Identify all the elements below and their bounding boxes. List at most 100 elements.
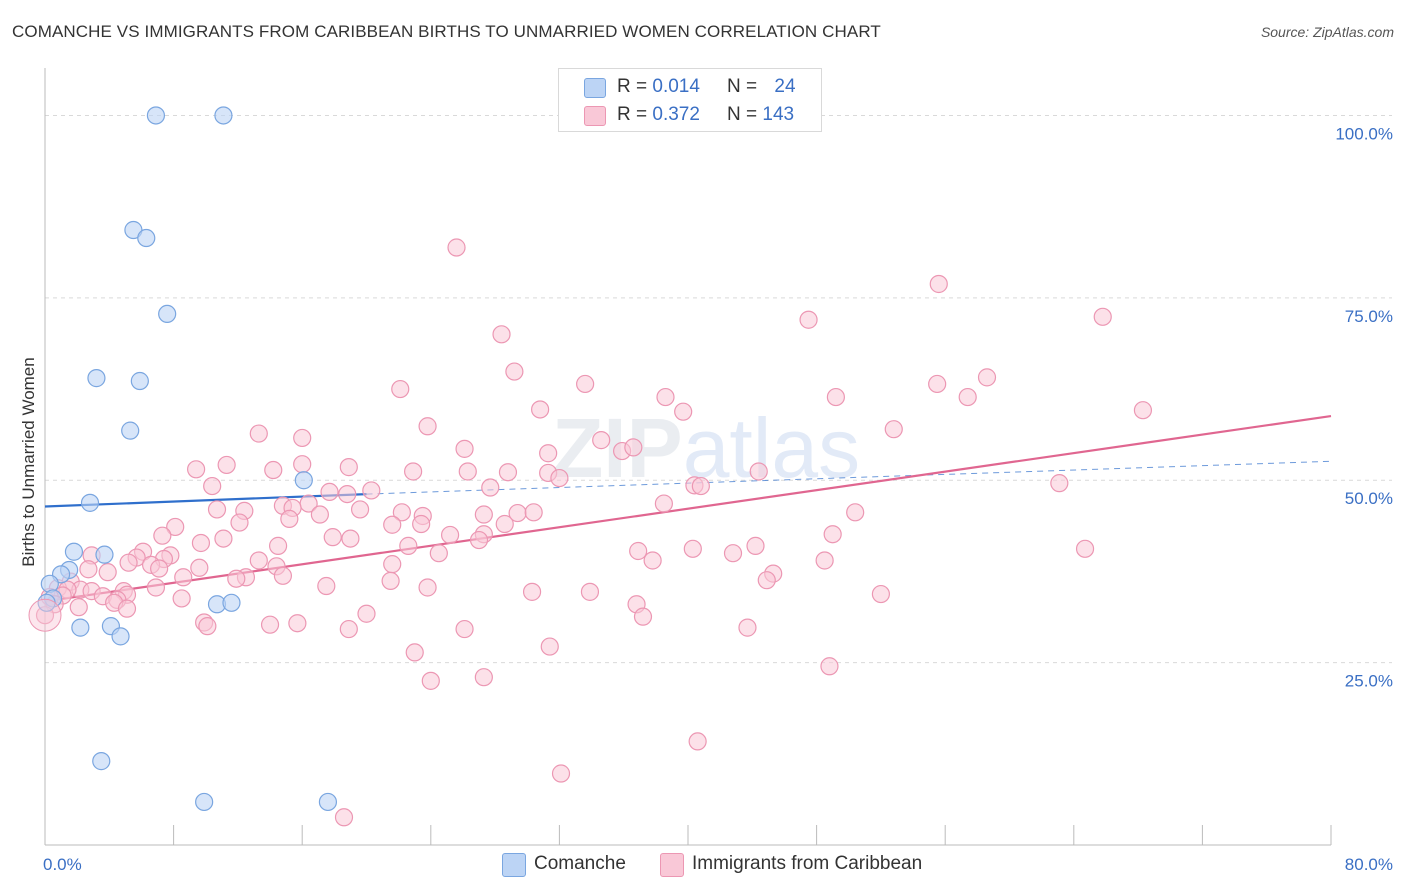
caribbean-point: [823, 525, 842, 544]
comanche-point: [214, 106, 233, 125]
caribbean-point: [174, 568, 193, 587]
caribbean-point: [381, 571, 400, 591]
caribbean-point: [166, 517, 185, 537]
caribbean-point: [362, 481, 381, 500]
comanche-swatch: [502, 853, 526, 877]
caribbean-point: [334, 808, 354, 827]
r-value: 0.014: [652, 76, 700, 97]
caribbean-point: [187, 460, 206, 479]
n-value: 143: [762, 104, 795, 125]
comanche-point: [92, 752, 111, 771]
caribbean-swatch: [660, 853, 684, 877]
caribbean-point: [310, 505, 329, 524]
caribbean-point: [412, 514, 431, 534]
r-label: R =: [617, 76, 653, 97]
caribbean-point: [350, 500, 370, 519]
caribbean-point: [531, 400, 550, 419]
caribbean-point: [723, 544, 743, 563]
caribbean-point: [146, 578, 166, 597]
comanche-point: [87, 369, 106, 388]
y-tick-label: 50.0%: [1345, 489, 1393, 508]
caribbean-point: [576, 374, 595, 394]
caribbean-point: [230, 513, 249, 532]
caribbean-point: [656, 387, 675, 407]
watermark-atlas: atlas: [682, 401, 861, 495]
caribbean-point: [392, 503, 411, 522]
caribbean-point: [592, 431, 611, 450]
caribbean-point: [214, 529, 233, 548]
y-tick-label: 25.0%: [1345, 672, 1393, 691]
caribbean-point: [217, 455, 236, 475]
legend-label: Immigrants from Caribbean: [692, 853, 923, 874]
caribbean-point: [977, 368, 997, 387]
comanche-point: [195, 792, 214, 812]
caribbean-point: [474, 505, 493, 524]
caribbean-point: [1093, 307, 1112, 326]
caribbean-point: [338, 484, 357, 504]
caribbean-point: [260, 615, 280, 634]
caribbean-point: [580, 582, 600, 601]
caribbean-point: [98, 563, 117, 582]
caribbean-point: [691, 476, 710, 496]
comanche-point: [158, 304, 177, 324]
caribbean-point: [455, 439, 474, 458]
comanche-trend-extension: [366, 460, 1332, 495]
caribbean-point: [492, 325, 511, 344]
caribbean-point: [495, 514, 514, 534]
caribbean-point: [399, 536, 418, 555]
caribbean-point: [339, 458, 358, 477]
caribbean-point: [455, 619, 474, 639]
caribbean-point: [1050, 474, 1069, 493]
caribbean-trend-line: [44, 414, 1332, 603]
caribbean-point: [79, 560, 98, 579]
caribbean-point: [524, 503, 543, 522]
caribbean-point: [341, 529, 360, 548]
comanche-point: [121, 421, 140, 440]
caribbean-point: [383, 515, 402, 534]
caribbean-point: [249, 551, 268, 570]
caribbean-point: [357, 604, 376, 623]
caribbean-point: [749, 462, 768, 481]
caribbean-point: [643, 551, 662, 570]
y-axis-label: Births to Unmarried Women: [19, 357, 38, 566]
comanche-swatch: [584, 78, 606, 98]
r-label: R =: [617, 104, 653, 125]
comanche-point: [64, 542, 84, 561]
caribbean-point: [264, 460, 283, 480]
series-legend: Comanche Immigrants from Caribbean: [0, 852, 1406, 878]
caribbean-point: [846, 503, 865, 522]
caribbean-point: [498, 463, 518, 482]
comanche-point: [71, 618, 90, 637]
caribbean-point: [172, 589, 191, 608]
caribbean-point: [799, 310, 818, 329]
x-tick-label: 80.0%: [1345, 855, 1393, 874]
caribbean-point: [505, 362, 524, 381]
caribbean-point: [1075, 539, 1095, 558]
caribbean-point: [293, 428, 312, 448]
caribbean-point: [826, 387, 845, 407]
comanche-point: [222, 593, 241, 612]
caribbean-point: [203, 476, 222, 496]
caribbean-point: [929, 274, 948, 294]
watermark: ZIPatlas: [552, 400, 860, 497]
caribbean-point: [273, 566, 293, 585]
legend-label: Comanche: [534, 853, 626, 874]
caribbean-point: [28, 598, 62, 632]
caribbean-point: [447, 238, 466, 257]
caribbean-point: [339, 619, 358, 639]
n-label: N =: [727, 104, 763, 125]
caribbean-point: [458, 462, 477, 481]
x-tick-label: 0.0%: [43, 855, 82, 874]
comanche-point: [130, 371, 149, 391]
caribbean-point: [469, 530, 489, 550]
caribbean-point: [746, 536, 765, 555]
caribbean-point: [418, 578, 437, 597]
caribbean-point: [227, 569, 246, 588]
caribbean-point: [404, 462, 423, 481]
caribbean-point: [683, 539, 702, 558]
caribbean-point: [757, 571, 776, 590]
caribbean-point: [405, 643, 424, 662]
correlation-legend: R = 0.014 N = 24 R = 0.372 N = 143: [558, 68, 822, 132]
caribbean-point: [440, 525, 460, 545]
caribbean-point: [871, 584, 891, 604]
